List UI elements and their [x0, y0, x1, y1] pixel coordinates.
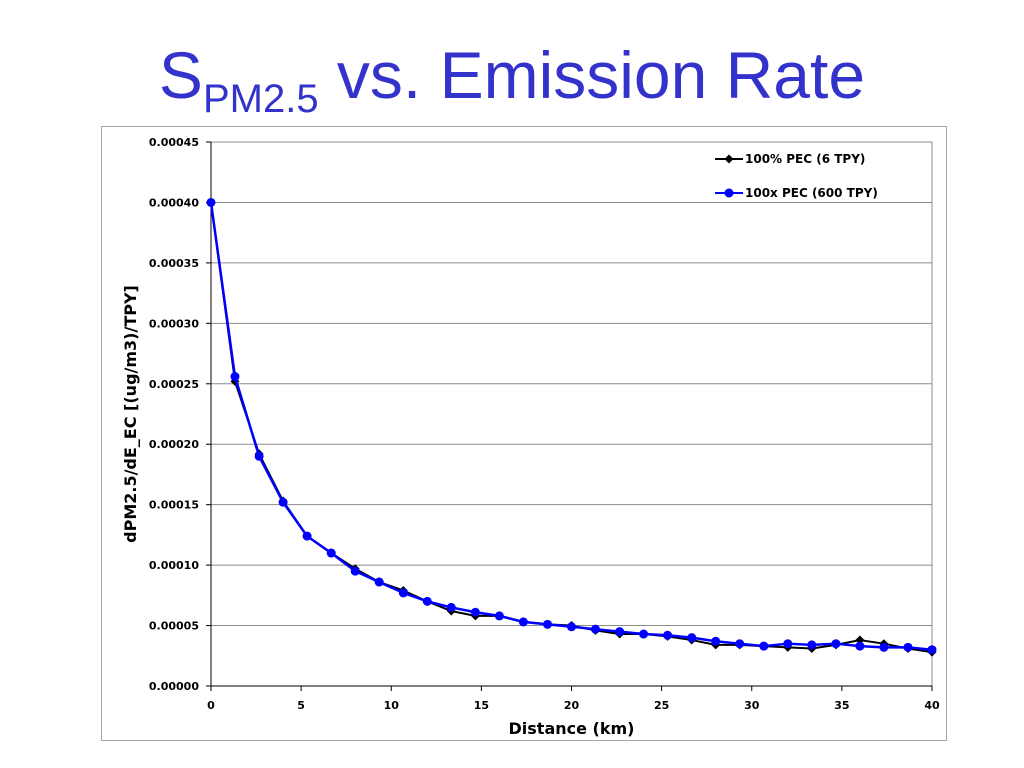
plot-area — [210, 141, 933, 687]
data-point-series-2 — [230, 372, 240, 382]
x-tick-label: 20 — [564, 699, 580, 712]
x-tick-label: 35 — [834, 699, 849, 712]
y-tick-label: 0.00025 — [149, 378, 199, 391]
y-tick-label: 0.00045 — [149, 136, 199, 149]
x-tick-label: 15 — [474, 699, 489, 712]
data-point-series-2 — [831, 639, 841, 649]
y-tick-label: 0.00010 — [149, 559, 199, 572]
data-point-series-2 — [326, 548, 336, 558]
y-axis-title: dPM2.5/dE_EC [(ug/m3)/TPY] — [121, 285, 140, 543]
x-tick-label: 10 — [384, 699, 400, 712]
data-point-series-2 — [759, 641, 769, 651]
x-tick-label: 25 — [654, 699, 669, 712]
data-point-series-2 — [350, 566, 360, 576]
series-line-1 — [210, 202, 933, 654]
x-tick-label: 40 — [924, 699, 940, 712]
legend-marker-2 — [724, 188, 734, 198]
data-point-series-2 — [206, 197, 216, 207]
data-point-series-2 — [711, 636, 721, 646]
x-tick-label: 30 — [744, 699, 760, 712]
data-point-series-2 — [639, 629, 649, 639]
data-point-series-2 — [807, 640, 817, 650]
y-tick-label: 0.00020 — [149, 438, 199, 451]
legend-label-2: 100x PEC (600 TPY) — [745, 186, 878, 200]
data-point-series-2 — [422, 596, 432, 606]
title-rest: vs. Emission Rate — [318, 38, 866, 112]
y-tick-label: 0.00035 — [149, 257, 199, 270]
legend-marker-1 — [724, 154, 734, 164]
y-tick-label: 0.00030 — [149, 317, 199, 330]
data-point-series-2 — [663, 630, 673, 640]
data-point-series-2 — [494, 611, 504, 621]
data-point-series-2 — [903, 642, 913, 652]
line-chart: 0.00000 0.00005 0.00010 0.00015 0.00020 0.000… — [121, 136, 940, 738]
x-axis-title: Distance (km) — [509, 719, 635, 738]
data-point-series-2 — [855, 641, 865, 651]
legend-label-1: 100% PEC (6 TPY) — [745, 152, 865, 166]
data-point-series-2 — [446, 602, 456, 612]
series-line-2 — [209, 202, 933, 651]
y-tick-label: 0.00015 — [149, 499, 199, 512]
data-point-series-2 — [615, 627, 625, 637]
data-point-series-2 — [687, 633, 697, 643]
data-point-series-2 — [470, 607, 480, 617]
data-point-series-2 — [518, 617, 528, 627]
data-point-series-2 — [302, 531, 312, 541]
data-point-series-2 — [254, 451, 264, 461]
data-point-series-2 — [374, 577, 384, 587]
data-point-series-2 — [543, 619, 553, 629]
slide-title: SPM2.5 vs. Emission Rate — [0, 30, 1024, 144]
title-main: S — [158, 38, 203, 112]
x-tick-label: 5 — [297, 699, 305, 712]
data-point-series-2 — [590, 624, 600, 634]
data-point-series-2 — [783, 639, 793, 649]
y-tick-label: 0.00040 — [149, 196, 199, 209]
y-tick-label: 0.00005 — [149, 620, 199, 633]
chart-frame: 0.00000 0.00005 0.00010 0.00015 0.00020 0.000… — [101, 126, 947, 741]
data-point-series-2 — [879, 642, 889, 652]
data-point-series-2 — [927, 645, 937, 655]
data-point-series-2 — [278, 497, 288, 507]
data-point-series-2 — [735, 639, 745, 649]
x-tick-label: 0 — [207, 699, 215, 712]
title-subscript: PM2.5 — [202, 77, 319, 121]
data-point-series-2 — [567, 622, 576, 632]
data-point-series-2 — [398, 588, 408, 598]
y-tick-label: 0.00000 — [149, 680, 199, 693]
